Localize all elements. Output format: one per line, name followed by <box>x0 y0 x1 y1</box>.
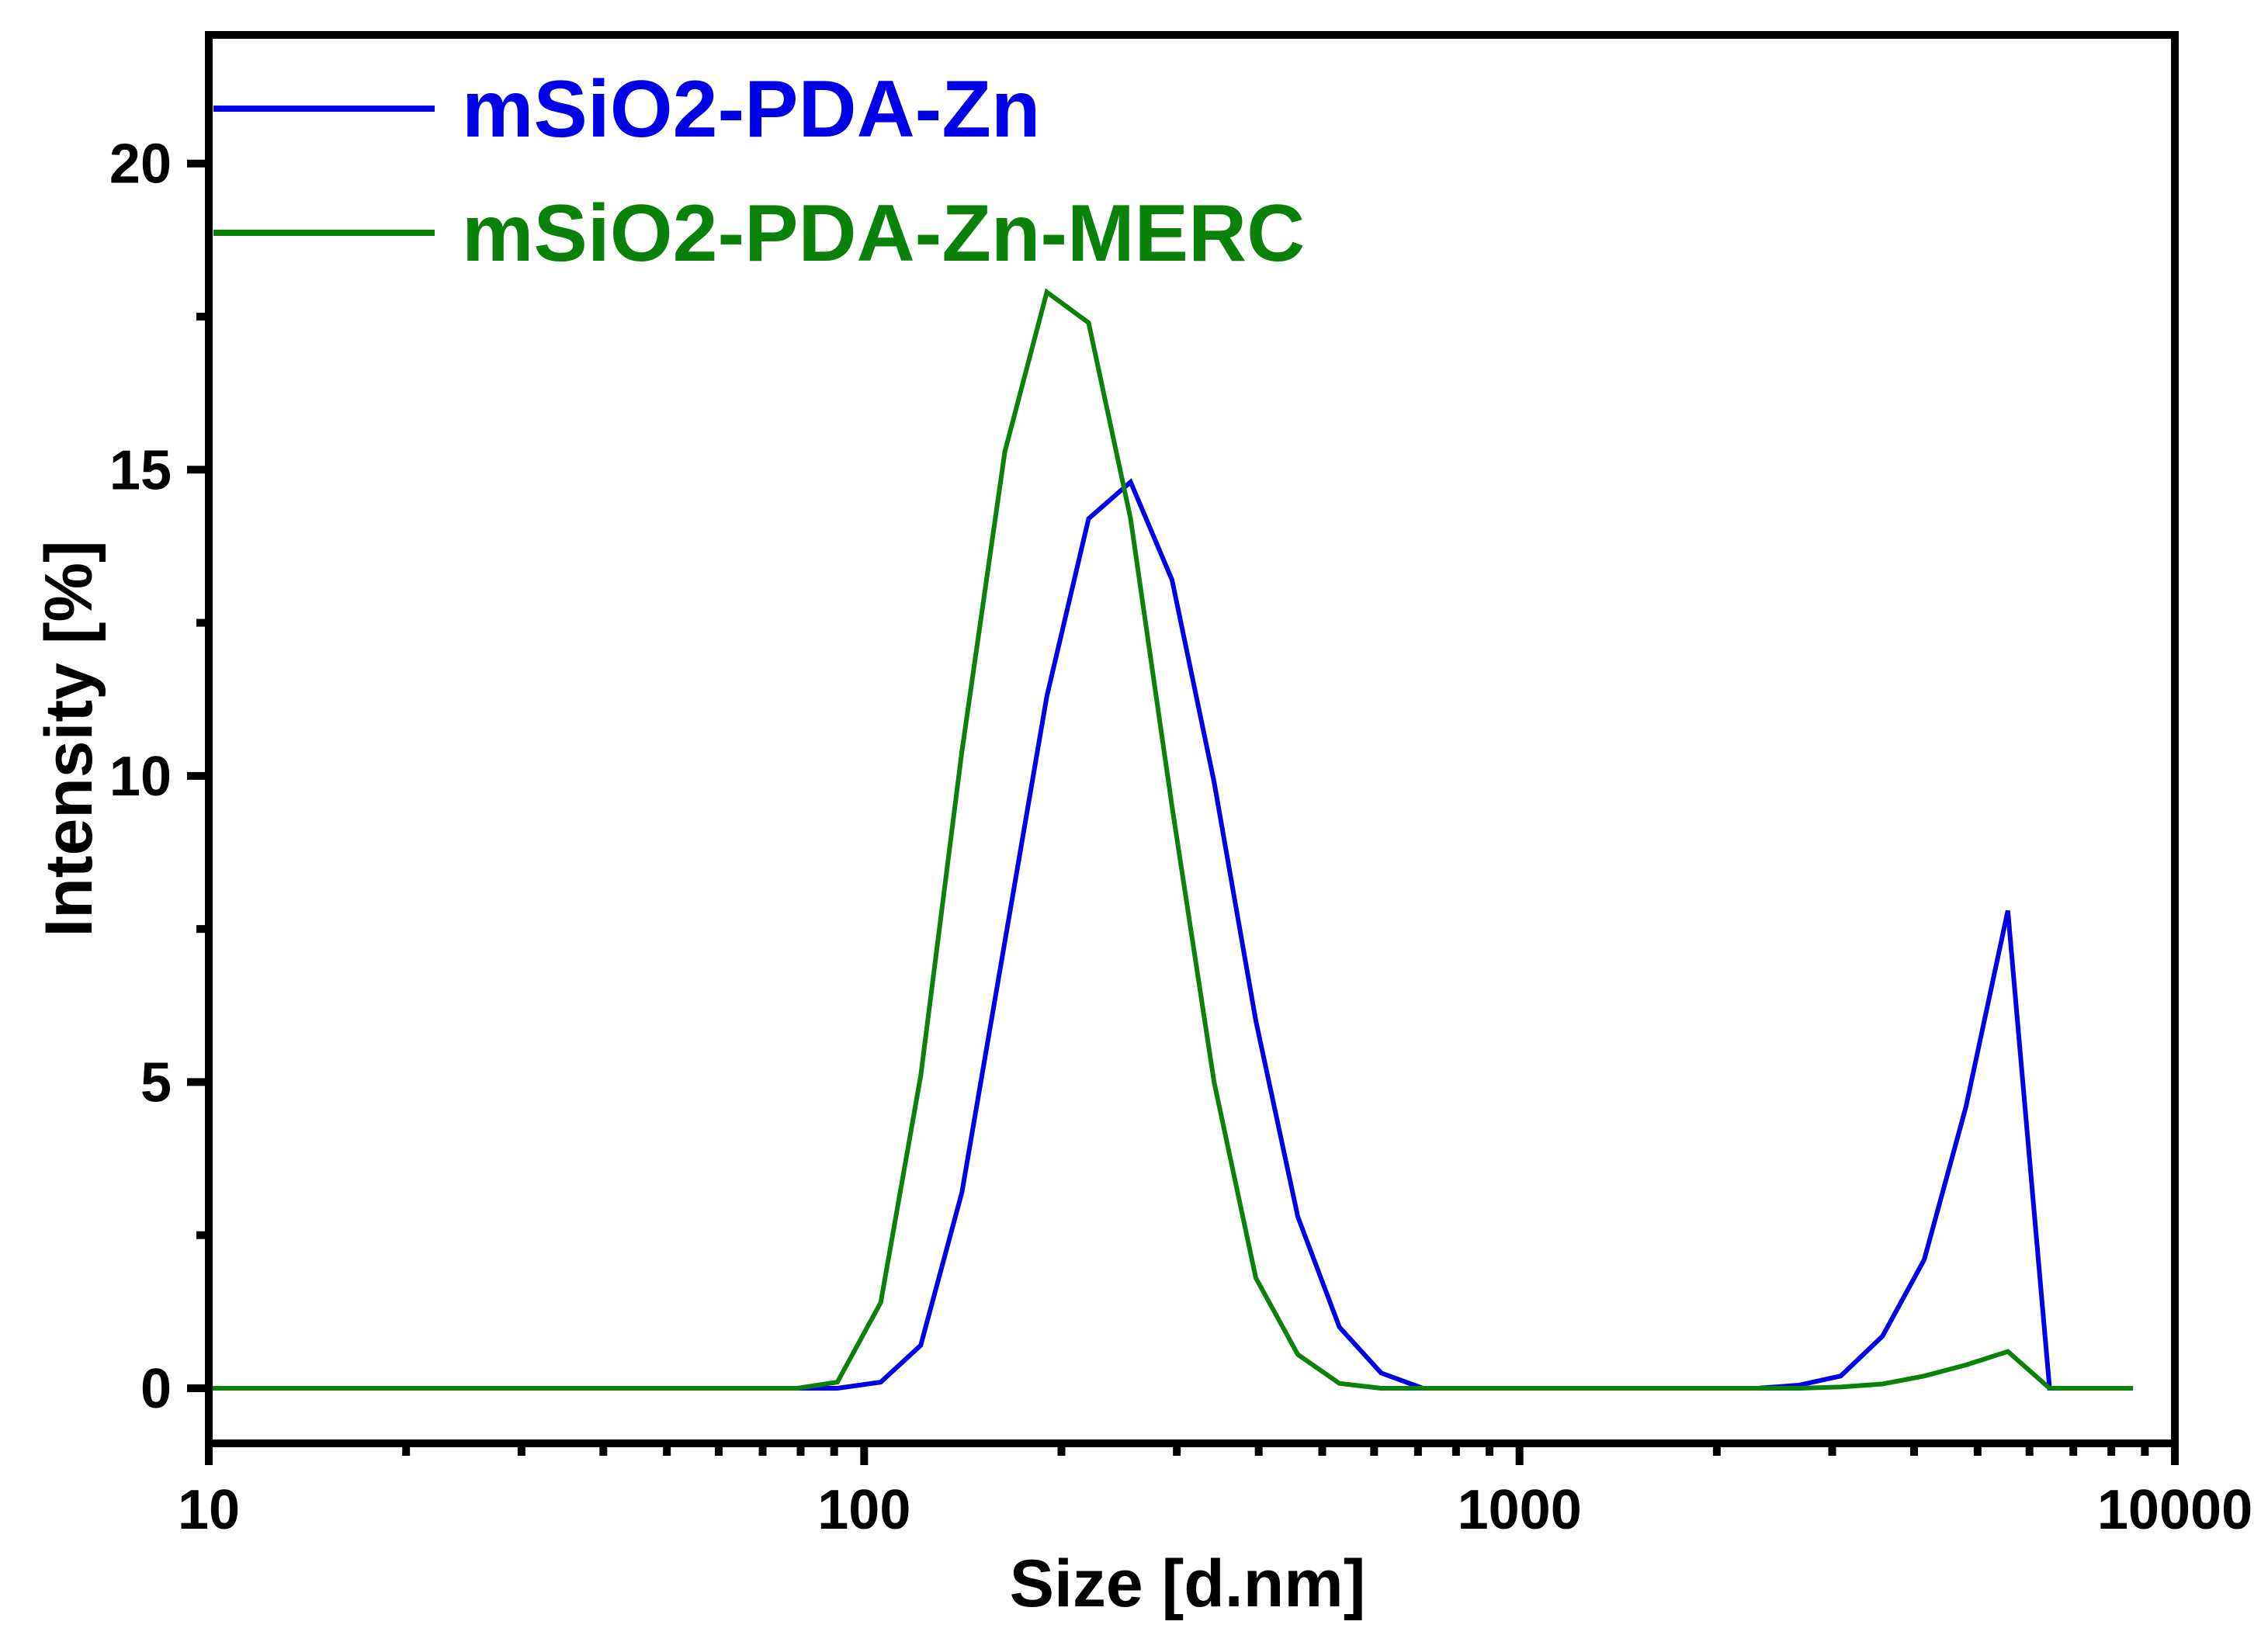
y-tick-label: 10 <box>109 746 172 808</box>
y-axis-title: Intensity [%] <box>32 540 106 937</box>
label-layer: 0 5 10 15 20 10 100 1000 10000 <box>109 133 2252 1541</box>
x-tick-label: 1000 <box>1458 1479 1582 1541</box>
series-line-1 <box>209 478 2092 1391</box>
x-tick-label: 10000 <box>2097 1479 2252 1541</box>
y-tick-label: 20 <box>109 133 172 196</box>
y-tick-label: 5 <box>140 1051 172 1114</box>
plot-frame <box>205 31 2179 1447</box>
series-layer <box>209 288 2134 1391</box>
legend-label-2: mSiO2-PDA-Zn-MERC <box>462 189 1305 279</box>
legend: mSiO2-PDA-Zn mSiO2-PDA-Zn-MERC <box>213 64 1305 279</box>
x-tick-label: 10 <box>178 1479 240 1541</box>
x-tick-label: 100 <box>817 1479 910 1541</box>
series-line-2 <box>209 288 2134 1391</box>
tick-layer <box>187 159 2179 1465</box>
y-tick-label: 0 <box>140 1358 172 1420</box>
x-axis-title: Size [d.nm] <box>1010 1547 1366 1621</box>
legend-label-1: mSiO2-PDA-Zn <box>462 64 1040 154</box>
y-tick-label: 15 <box>109 439 172 501</box>
